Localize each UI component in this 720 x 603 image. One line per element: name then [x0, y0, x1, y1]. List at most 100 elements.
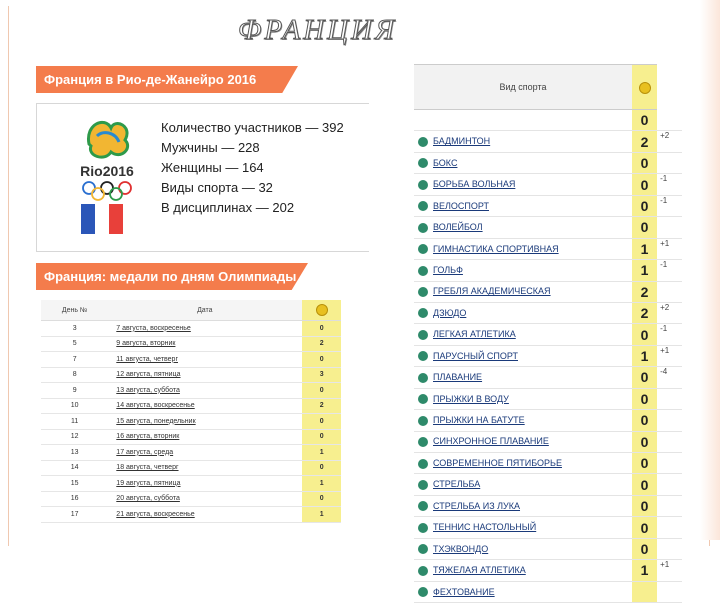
sport-icon [418, 244, 428, 255]
cell-delta [657, 388, 682, 411]
cell-date-link[interactable]: 14 августа, воскресенье [108, 398, 303, 414]
cell-date-link[interactable]: 12 августа, пятница [108, 367, 303, 383]
sport-link[interactable]: ПАРУСНЫЙ СПОРТ [414, 345, 633, 368]
sport-link[interactable]: ДЗЮДО [414, 302, 633, 325]
sport-label: ПРЫЖКИ НА БАТУТЕ [433, 415, 525, 426]
sport-link[interactable]: БОРЬБА ВОЛЬНАЯ [414, 173, 633, 196]
sport-link[interactable]: БАДМИНТОН [414, 130, 633, 153]
sport-icon [418, 587, 428, 598]
sport-link[interactable]: ПРЫЖКИ В ВОДУ [414, 388, 633, 411]
cell-medals: 0 [632, 152, 658, 175]
cell-date-link[interactable]: 9 августа, вторник [108, 336, 303, 352]
sport-link[interactable]: ПЛАВАНИЕ [414, 366, 633, 389]
sport-icon [418, 565, 428, 576]
sport-link[interactable]: СОВРЕМЕННОЕ ПЯТИБОРЬЕ [414, 452, 633, 475]
table-row: ФЕХТОВАНИЕ [414, 581, 682, 603]
sport-link[interactable]: БОКС [414, 152, 633, 175]
table-row: СТРЕЛЬБА 0 [414, 473, 682, 496]
sport-label: ПАРУСНЫЙ СПОРТ [433, 350, 518, 361]
sport-icon [418, 372, 428, 383]
cell-date-link[interactable]: 11 августа, четверг [108, 351, 303, 368]
cell-date-link[interactable]: 7 августа, воскресенье [108, 320, 303, 337]
team-info-panel: Rio2016 Количество участников — 392 Мужч… [36, 103, 369, 252]
cell-date-link[interactable]: 21 августа, воскресенье [108, 506, 303, 523]
cell-medals: 0 [632, 388, 658, 411]
cell-date-link[interactable]: 15 августа, понедельник [108, 413, 303, 430]
cell-day: 7 [41, 351, 109, 368]
sport-link[interactable]: ТЯЖЕЛАЯ АТЛЕТИКА [414, 559, 633, 582]
cell-medals: 0 [632, 495, 658, 518]
section-heading-rio: Франция в Рио-де-Жанейро 2016 [36, 66, 298, 93]
cell-date-link[interactable]: 20 августа, суббота [108, 491, 303, 507]
cell-medals: 2 [632, 302, 658, 325]
table-row: ТЯЖЕЛАЯ АТЛЕТИКА 1 +1 [414, 559, 682, 582]
stat-line: Виды спорта — 32 [161, 180, 273, 195]
cell-day: 15 [41, 475, 109, 492]
sport-link[interactable]: ГРЕБЛЯ АКАДЕМИЧЕСКАЯ [414, 281, 633, 303]
stat-line: В дисциплинах — 202 [161, 200, 295, 215]
cell-delta: -1 [657, 173, 682, 196]
table-row: 12 16 августа, вторник 0 [41, 429, 341, 445]
sport-label: СОВРЕМЕННОЕ ПЯТИБОРЬЕ [433, 457, 562, 468]
sport-link[interactable]: ВОЛЕЙБОЛ [414, 216, 633, 239]
cell-medals: 1 [302, 506, 341, 523]
cell-date-link[interactable]: 13 августа, суббота [108, 382, 303, 399]
stat-line: Женщины — 164 [161, 160, 264, 175]
cell-day: 5 [41, 336, 109, 352]
cell-date-link[interactable]: 17 августа, среда [108, 444, 303, 461]
cell-delta [657, 216, 682, 239]
table-header-row: Вид спорта [414, 64, 682, 110]
sport-link[interactable]: СТРЕЛЬБА ИЗ ЛУКА [414, 495, 633, 518]
table-header-row: День № Дата [41, 300, 341, 321]
sport-link[interactable]: ГИМНАСТИКА СПОРТИВНАЯ [414, 238, 633, 261]
sport-label: СТРЕЛЬБА [433, 479, 481, 490]
sport-link[interactable]: ТЕННИС НАСТОЛЬНЫЙ [414, 516, 633, 539]
cell-delta [657, 281, 682, 303]
sport-icon [418, 415, 428, 426]
cell-day: 12 [41, 429, 109, 445]
cell-medals: 0 [632, 516, 658, 539]
table-row: ПРЫЖКИ В ВОДУ 0 [414, 388, 682, 411]
cell-medals: 1 [632, 259, 658, 282]
table-row: ГРЕБЛЯ АКАДЕМИЧЕСКАЯ 2 [414, 281, 682, 303]
table-row: 15 19 августа, пятница 1 [41, 475, 341, 492]
sport-label: ГРЕБЛЯ АКАДЕМИЧЕСКАЯ [433, 286, 551, 297]
cell-delta [657, 473, 682, 496]
cell-date-link[interactable]: 19 августа, пятница [108, 475, 303, 492]
table-row: БОКС 0 [414, 152, 682, 175]
stat-line: Мужчины — 228 [161, 140, 260, 155]
sport-icon [418, 394, 428, 405]
column-header-sport: Вид спорта [414, 64, 633, 110]
sport-link[interactable]: ПРЫЖКИ НА БАТУТЕ [414, 409, 633, 432]
table-row: ПЛАВАНИЕ 0 -4 [414, 366, 682, 389]
sport-link[interactable]: ЛЕГКАЯ АТЛЕТИКА [414, 323, 633, 346]
cell-medals: 0 [632, 473, 658, 496]
cell-date-link[interactable]: 16 августа, вторник [108, 429, 303, 445]
cell-medals: 0 [302, 320, 341, 337]
table-row: 0 [414, 109, 682, 132]
cell-medals [632, 581, 658, 603]
cell-medals: 1 [632, 238, 658, 261]
sport-icon [418, 222, 428, 233]
sport-icon [418, 136, 428, 147]
sport-link[interactable]: ФЕХТОВАНИЕ [414, 581, 633, 603]
cell-day: 11 [41, 413, 109, 430]
sport-link[interactable]: ТХЭКВОНДО [414, 538, 633, 561]
sport-label: ТЯЖЕЛАЯ АТЛЕТИКА [433, 565, 526, 576]
sport-label: ЛЕГКАЯ АТЛЕТИКА [433, 329, 516, 340]
sport-link[interactable]: СТРЕЛЬБА [414, 473, 633, 496]
table-row: БАДМИНТОН 2 +2 [414, 130, 682, 153]
sport-icon [418, 522, 428, 533]
sport-link[interactable]: ГОЛЬФ [414, 259, 633, 282]
table-row: ЛЕГКАЯ АТЛЕТИКА 0 -1 [414, 323, 682, 346]
cell-medals: 0 [632, 452, 658, 475]
sport-link[interactable]: ВЕЛОСПОРТ [414, 195, 633, 218]
column-header-date: Дата [108, 300, 303, 321]
gold-medal-icon [315, 304, 328, 316]
cell-delta [657, 152, 682, 175]
cell-medals: 0 [632, 323, 658, 346]
sport-label: ТЕННИС НАСТОЛЬНЫЙ [433, 522, 537, 533]
cell-date-link[interactable]: 18 августа, четверг [108, 460, 303, 476]
sport-link[interactable]: СИНХРОННОЕ ПЛАВАНИЕ [414, 431, 633, 454]
